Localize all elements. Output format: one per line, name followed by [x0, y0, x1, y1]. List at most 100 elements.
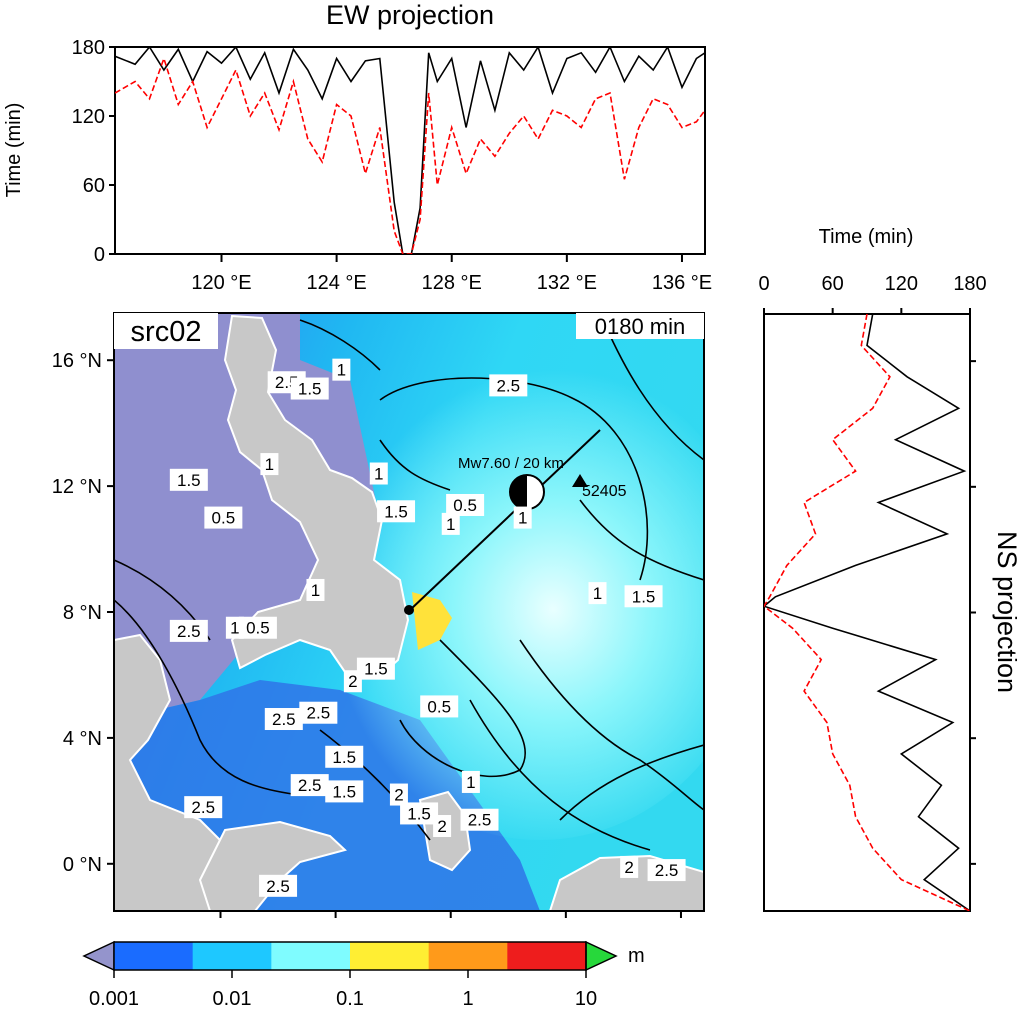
contour-label: 1.5: [384, 502, 408, 521]
colorbar-segment: [192, 942, 272, 970]
contour-label: 1.5: [364, 660, 388, 679]
contour-label: 2.5: [307, 704, 331, 723]
colorbar-segment: [271, 942, 351, 970]
ew-y-tick-label: 120: [72, 106, 105, 128]
colorbar-tick-label: 10: [575, 988, 597, 1010]
contour-label-box: [369, 462, 388, 485]
contour-label: 1: [593, 584, 602, 603]
contour-label: 2.5: [191, 798, 215, 817]
contour-label-box: [389, 783, 408, 806]
ns-projection-panel: Time (min) NS projection 0 60 120 180: [758, 226, 1017, 912]
ns-series-group: [764, 314, 970, 911]
map-lon-tick-marks: [219, 911, 682, 918]
contour-label-box: [204, 506, 243, 529]
contour-label: 0.5: [246, 619, 270, 638]
ew-x-tick-label: 132 °E: [537, 272, 597, 294]
contour-label-box: [460, 808, 499, 831]
ew-x-tick-label: 128 °E: [422, 272, 482, 294]
high-amplitude-patch: [412, 592, 452, 650]
contour-label-box: [400, 802, 439, 825]
contour-label: 2: [437, 817, 446, 836]
focal-mechanism-beachball: [509, 474, 545, 510]
ew-y-tick-label: 60: [83, 175, 105, 197]
contour-label-box: [420, 695, 459, 718]
fault-trace: [409, 429, 601, 611]
contour-label-box: [290, 774, 329, 797]
contour-label-box: [238, 616, 277, 639]
ew-series-line-1: [115, 55, 705, 254]
source-glow: [320, 360, 704, 840]
colorbar-below-triangle: [82, 940, 115, 972]
contour-label: 1.5: [298, 380, 322, 399]
ew-y-ticks: 0 60 120 180: [72, 37, 115, 266]
ns-plot-frame: [763, 313, 971, 912]
contour-label-box: [290, 377, 329, 400]
colorbar-tick-label: 1: [462, 988, 473, 1010]
colorbar-segment: [114, 942, 194, 970]
ew-plot-frame: [114, 46, 706, 255]
map-label-box: [114, 313, 218, 349]
colorbar-ticks: 0.001 0.01 0.1 1 10: [89, 970, 597, 1010]
colorbar-tick-label: 0.01: [213, 988, 252, 1010]
contour-label-box: [299, 701, 338, 724]
contour-label: 2.5: [468, 811, 492, 830]
contour-label: 2.5: [266, 877, 290, 896]
contour-label-box: [306, 578, 325, 601]
map-lat-tick-label: 4 °N: [63, 728, 102, 750]
event-label: Mw7.60 / 20 km: [458, 455, 564, 472]
ns-series-line-0: [764, 314, 970, 911]
contour-label: 2: [394, 786, 403, 805]
contour-label: 1: [446, 515, 455, 534]
contour-label: 2.5: [272, 710, 296, 729]
ew-x-tick-label: 136 °E: [652, 272, 712, 294]
contour-label: 1: [337, 361, 346, 380]
contour-label: 1: [466, 773, 475, 792]
colorbar-tick-label: 0.001: [89, 988, 139, 1010]
contour-label-box: [446, 493, 485, 516]
borneo-landmass: [114, 633, 252, 911]
contour-label-box: [441, 512, 460, 535]
map-label: src02: [131, 316, 202, 348]
ew-y-tick-label: 180: [72, 37, 105, 59]
ew-x-tick-label: 124 °E: [306, 272, 366, 294]
contour-label-box: [169, 468, 208, 491]
ns-y-ticks: [970, 360, 976, 865]
contour-label: 1: [518, 509, 527, 528]
contour-label: 1: [374, 465, 383, 484]
contour-label-box: [184, 796, 223, 819]
contour-label-box: [620, 855, 639, 878]
ns-title: NS projection: [992, 531, 1017, 693]
map-lat-tick-label: 0 °N: [63, 854, 102, 876]
map-lat-tick-label: 16 °N: [52, 350, 102, 372]
contour-label: 1: [265, 455, 274, 474]
ns-x-tick-label: 180: [953, 273, 986, 295]
ew-series-group: [115, 47, 705, 254]
masked-low-amplitude-region: [114, 313, 380, 720]
ns-x-tick-label: 120: [885, 273, 918, 295]
station-label: 52405: [582, 483, 627, 500]
contour-label: 2: [348, 672, 357, 691]
contour-label-box: [647, 859, 686, 882]
contour-label: 2: [624, 858, 633, 877]
contour-label: 0.5: [453, 496, 477, 515]
contour-label-box: [169, 619, 208, 642]
colorbar-segment: [350, 942, 430, 970]
contour-label-box: [260, 453, 279, 476]
contour-label: 2.5: [298, 776, 322, 795]
contour-label-box: [433, 815, 452, 838]
map-lat-ticks: 0 °N 4 °N 8 °N 12 °N 16 °N: [52, 350, 114, 876]
station-triangle-icon: [572, 474, 588, 487]
contour-label: 1.5: [332, 748, 356, 767]
ew-x-tick-label: 120 °E: [191, 272, 251, 294]
contour-label: 1.5: [177, 471, 201, 490]
contour-label-box: [356, 657, 395, 680]
sulawesi-landmass: [198, 820, 348, 911]
contour-label-box: [513, 506, 532, 529]
contour-label: 2.5: [496, 376, 520, 395]
map-lat-tick-label: 12 °N: [52, 476, 102, 498]
colorbar-tick-label: 0.1: [336, 988, 364, 1010]
ew-y-tick-label: 0: [94, 244, 105, 266]
time-label-box: [576, 313, 704, 339]
contour-label-box: [489, 374, 528, 397]
